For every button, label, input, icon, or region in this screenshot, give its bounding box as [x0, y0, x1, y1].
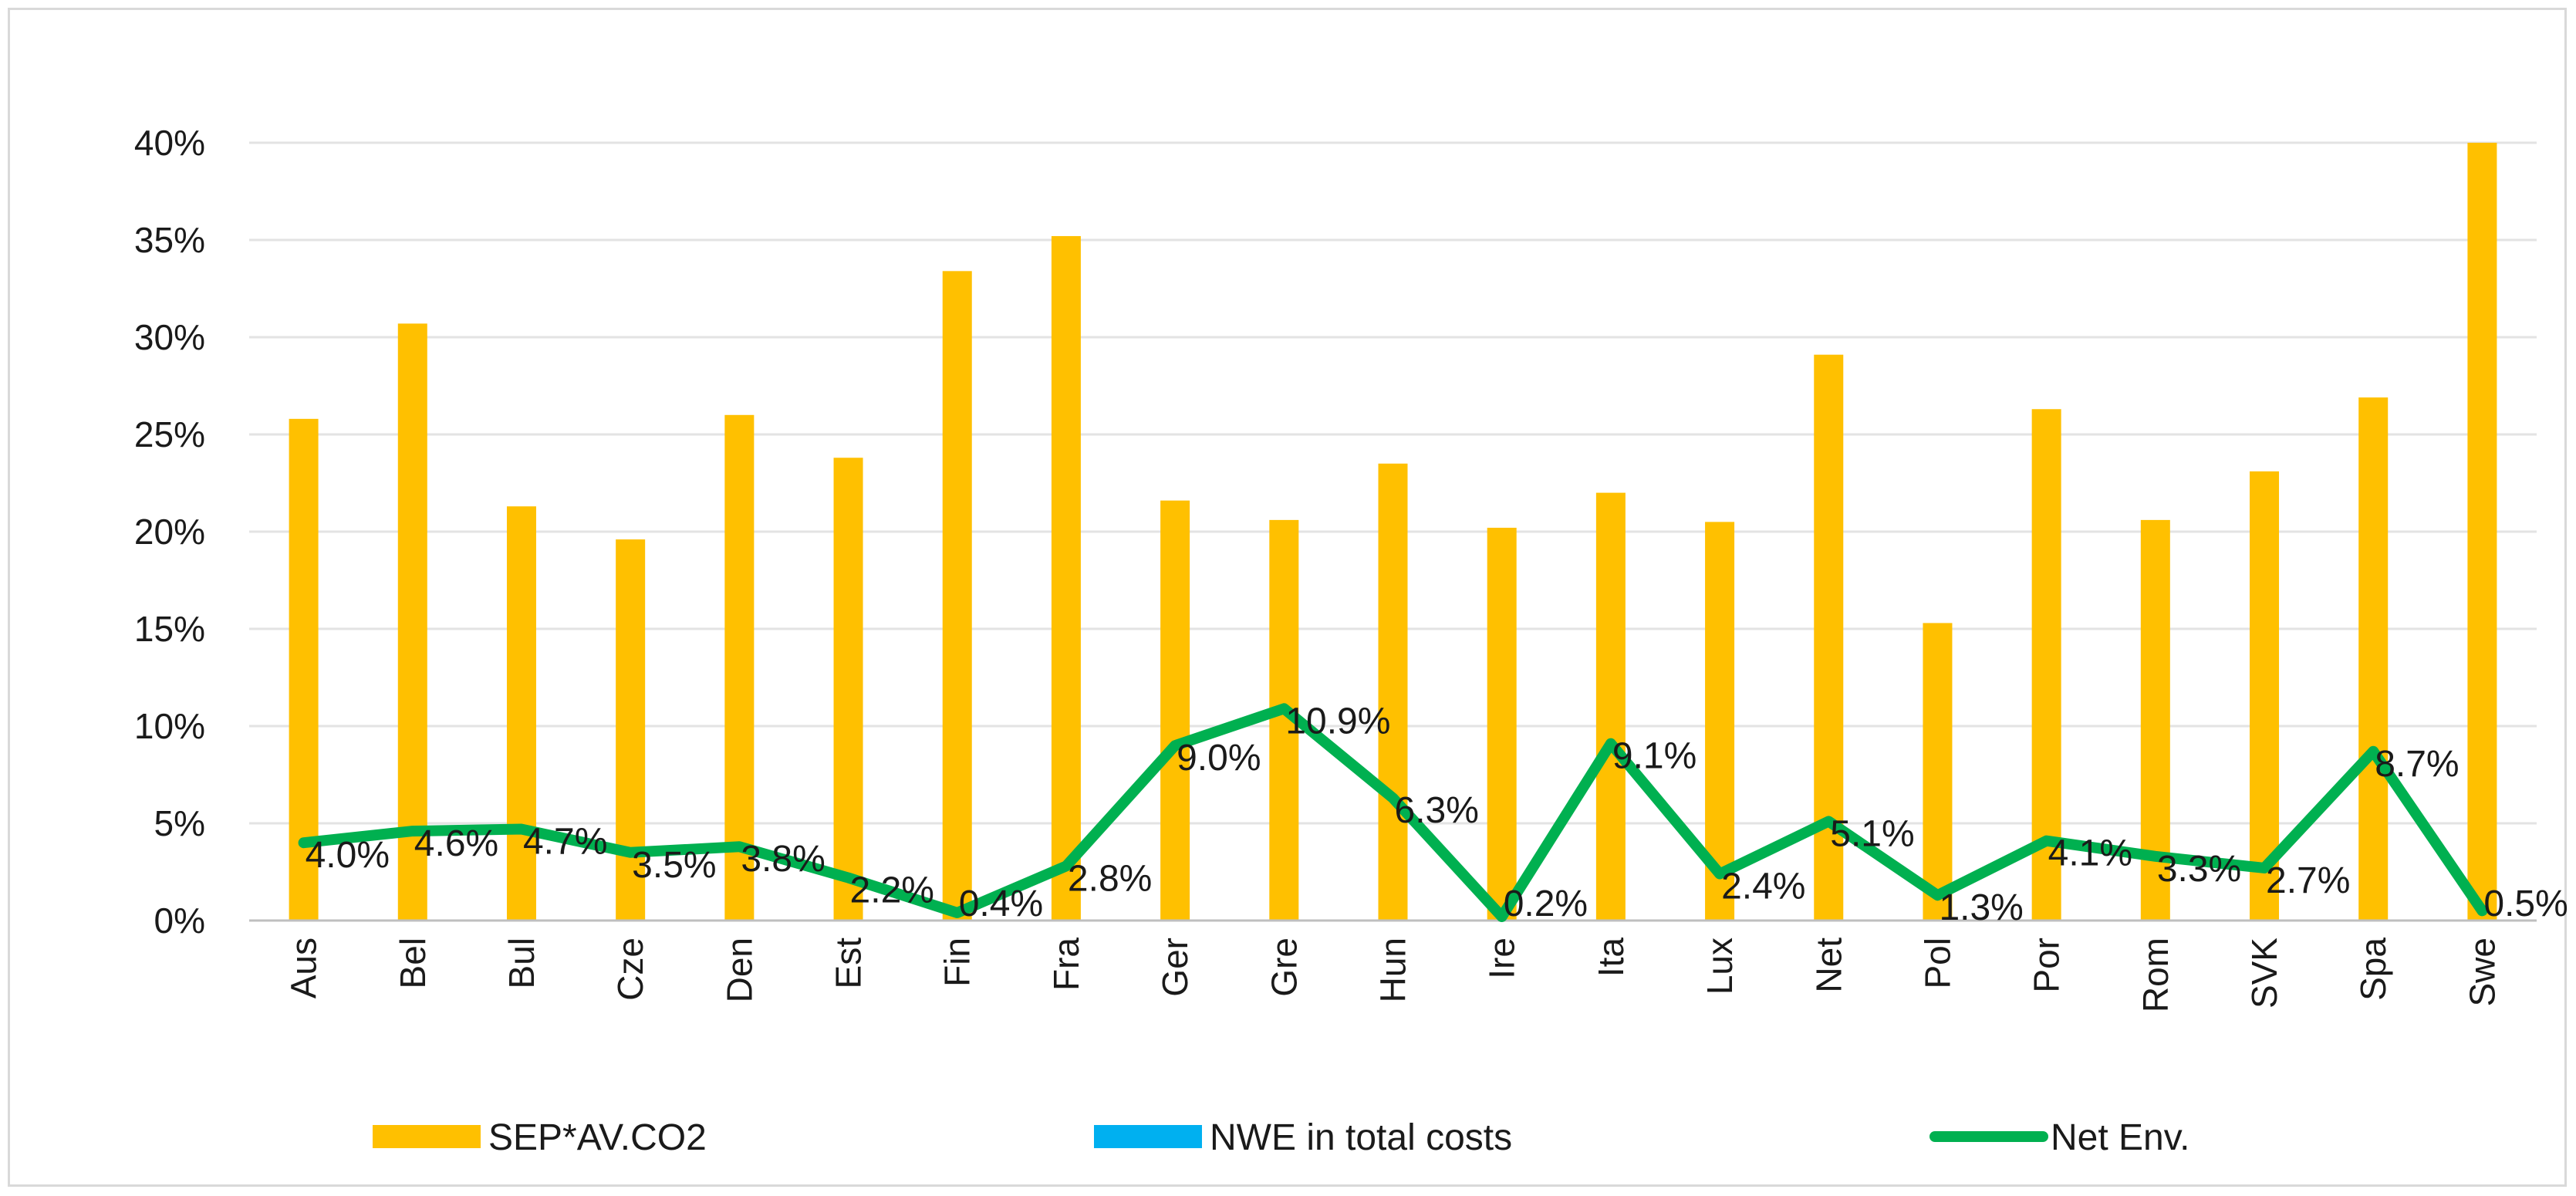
bar-est [833, 458, 863, 921]
data-label-bel: 4.6% [414, 823, 498, 864]
bar-bul [506, 506, 536, 921]
bars [289, 143, 2497, 921]
category-label: Gre [1264, 938, 1304, 997]
y-tick-label: 20% [134, 512, 205, 552]
y-tick-label: 25% [134, 414, 205, 454]
bar-fra [1051, 235, 1081, 921]
legend: SEP*AV.CO2 NWE in total costs Net Env. [373, 1117, 2190, 1158]
legend-label: SEP*AV.CO2 [488, 1117, 707, 1158]
y-tick-label: 5% [154, 803, 205, 843]
bar-fin [942, 271, 972, 921]
category-label: Hun [1373, 938, 1413, 1002]
y-tick-label: 30% [134, 317, 205, 357]
bar-svk [2250, 471, 2280, 921]
data-label-bul: 4.7% [523, 822, 607, 863]
y-axis-ticks: 0% 5% 10% 15% 20% 25% 30% 35% 40% [134, 123, 205, 941]
category-label: Cze [610, 938, 650, 1001]
bar-bel [397, 323, 427, 921]
data-label-lux: 2.4% [1721, 867, 1805, 907]
data-label-pol: 1.3% [1939, 887, 2023, 928]
category-label: Ita [1591, 938, 1631, 978]
category-label: Net [1808, 938, 1848, 993]
y-tick-label: 10% [134, 706, 205, 746]
x-axis-ticks: Aus Bel Bul Cze Den Est Fin Fra Ger Gre Hun Ire Ita L… [284, 938, 2503, 1013]
data-label-ita: 9.1% [1612, 736, 1697, 777]
legend-label: NWE in total costs [1210, 1117, 1512, 1158]
data-label-gre: 10.9% [1285, 701, 1390, 742]
category-label: Est [829, 938, 869, 989]
data-label-ger: 9.0% [1177, 738, 1261, 779]
data-label-hun: 6.3% [1395, 790, 1479, 831]
data-label-ire: 0.2% [1504, 883, 1588, 924]
chart-frame: 0% 5% 10% 15% 20% 25% 30% 35% 40% Aus Bel Bul Cze De… [8, 8, 2568, 1187]
category-label: Aus [284, 938, 324, 998]
y-tick-label: 35% [134, 220, 205, 260]
data-label-spa: 8.7% [2375, 744, 2459, 785]
y-tick-label: 40% [134, 123, 205, 163]
y-tick-label: 0% [154, 900, 205, 941]
bar-ita [1595, 492, 1626, 921]
category-label: Ger [1155, 938, 1195, 997]
data-label-den: 3.8% [741, 839, 825, 880]
category-label: Pol [1917, 938, 1957, 988]
chart-svg: 0% 5% 10% 15% 20% 25% 30% 35% 40% Aus Bel Bul Cze De… [134, 123, 2568, 1158]
category-label: Spa [2353, 938, 2393, 1001]
category-label: SVK [2244, 938, 2284, 1008]
bar-swe [2467, 143, 2497, 921]
data-label-est: 2.2% [850, 870, 934, 911]
bar-pol [1923, 623, 1953, 921]
data-labels: 4.0% 4.6% 4.7% 3.5% 3.8% 2.2% 0.4% 2.8% 9.0% 10.9… [306, 701, 2568, 928]
legend-swatch-sep [373, 1125, 481, 1148]
data-label-swe: 0.5% [2483, 883, 2568, 924]
category-label: Fin [937, 938, 977, 987]
net-env-series [298, 703, 2488, 922]
category-label: Lux [1700, 938, 1740, 995]
bar-spa [2358, 397, 2389, 921]
category-label: Swe [2462, 938, 2502, 1006]
legend-swatch-nwe [1094, 1125, 1202, 1148]
category-label: Bul [501, 938, 542, 988]
bar-ger [1160, 500, 1190, 921]
data-label-por: 4.1% [2048, 833, 2132, 874]
category-label: Por [2027, 938, 2067, 993]
bar-ire [1487, 527, 1517, 921]
category-label: Ire [1482, 938, 1522, 979]
legend-label: Net Env. [2051, 1117, 2190, 1158]
data-label-net: 5.1% [1830, 813, 1914, 854]
category-label: Den [719, 938, 759, 1002]
data-label-aus: 4.0% [306, 835, 390, 876]
data-label-cze: 3.5% [632, 845, 716, 886]
y-tick-label: 15% [134, 609, 205, 649]
data-label-svk: 2.7% [2266, 860, 2350, 901]
category-label: Bel [393, 938, 433, 988]
data-label-fra: 2.8% [1068, 858, 1152, 899]
net-env-line [298, 703, 2488, 922]
bar-hun [1378, 463, 1408, 921]
data-label-rom: 3.3% [2157, 849, 2241, 890]
bar-por [2031, 409, 2061, 921]
data-label-fin: 0.4% [959, 883, 1043, 924]
category-label: Rom [2135, 938, 2176, 1012]
bar-den [724, 414, 755, 921]
category-label: Fra [1046, 938, 1086, 991]
